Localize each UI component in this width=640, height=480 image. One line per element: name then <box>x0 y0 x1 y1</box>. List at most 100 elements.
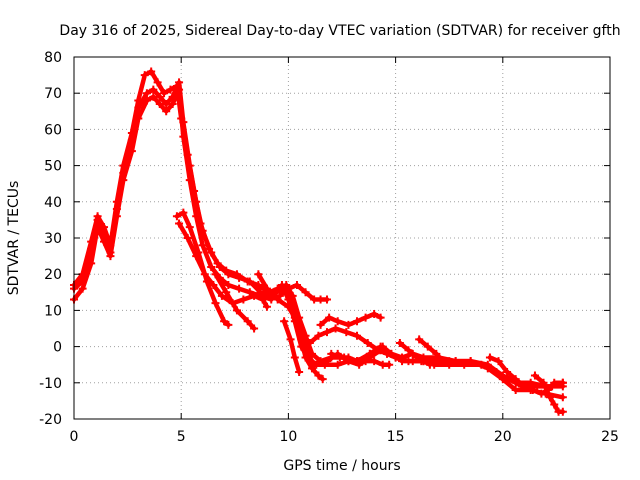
data-point-marker <box>318 375 327 384</box>
data-point-marker <box>425 360 434 369</box>
data-point-marker <box>239 295 248 304</box>
data-point-marker <box>511 386 520 395</box>
data-point-marker <box>307 364 316 373</box>
data-point-marker <box>492 367 501 376</box>
data-point-marker <box>232 306 241 315</box>
series-satellite-pass-8 <box>275 281 331 304</box>
data-point-marker <box>172 212 181 221</box>
data-point-marker <box>297 335 306 344</box>
y-tick-label: 0 <box>53 340 62 356</box>
data-point-marker <box>183 234 192 242</box>
data-point-marker <box>106 252 115 261</box>
data-point-marker <box>301 353 310 362</box>
data-point-marker <box>533 382 542 391</box>
data-point-marker <box>558 378 567 387</box>
data-point-marker <box>100 237 109 246</box>
data-point-marker <box>286 335 295 344</box>
y-tick-label: -10 <box>39 376 62 392</box>
data-point-marker <box>520 382 529 391</box>
data-point-marker <box>250 324 259 333</box>
y-tick-label: -20 <box>39 412 62 428</box>
data-point-marker <box>243 317 252 326</box>
data-point-marker <box>147 67 156 76</box>
y-tick-label: 80 <box>44 50 62 66</box>
series-line <box>71 87 566 400</box>
data-point-marker <box>361 357 370 366</box>
data-point-marker <box>87 259 96 268</box>
data-point-marker <box>325 313 334 322</box>
data-point-marker <box>391 353 400 362</box>
series-satellite-pass-1 <box>70 78 567 391</box>
data-point-marker <box>177 114 186 123</box>
y-tick-label: 50 <box>44 159 62 175</box>
data-point-marker <box>78 284 87 293</box>
data-point-marker <box>353 331 362 340</box>
tick-marks <box>73 56 611 420</box>
data-point-marker <box>539 378 548 387</box>
data-point-marker <box>168 100 177 109</box>
data-point-marker <box>383 349 392 358</box>
data-point-marker <box>273 284 282 293</box>
data-point-marker <box>374 346 383 355</box>
data-point-marker <box>344 320 353 329</box>
data-point-marker <box>190 186 199 195</box>
data-point-marker <box>361 313 370 322</box>
series-layer <box>70 67 567 416</box>
data-point-marker <box>370 310 379 319</box>
data-point-marker <box>155 100 164 109</box>
y-tick-labels: -20 -10 0 10 20 30 40 50 60 70 80 <box>39 50 62 428</box>
data-point-marker <box>335 353 344 362</box>
y-tick-label: 30 <box>44 231 62 247</box>
data-point-marker <box>149 92 158 101</box>
x-tick-label: 15 <box>387 429 405 445</box>
x-tick-label: 25 <box>601 429 619 445</box>
data-point-marker <box>494 357 503 366</box>
data-point-marker <box>333 317 342 326</box>
data-point-marker <box>172 81 181 90</box>
data-point-marker <box>503 367 512 376</box>
data-point-marker <box>550 400 559 409</box>
data-point-marker <box>166 85 175 94</box>
data-point-marker <box>477 360 486 369</box>
data-point-marker <box>342 328 351 337</box>
series-satellite-pass-10 <box>305 324 400 362</box>
data-point-marker <box>365 349 374 358</box>
data-point-marker <box>314 331 323 340</box>
series-satellite-pass-13 <box>395 338 434 369</box>
data-point-marker <box>385 360 394 369</box>
data-point-marker <box>423 342 432 351</box>
data-point-marker <box>301 331 310 340</box>
data-point-marker <box>250 291 259 300</box>
data-point-marker <box>222 288 231 297</box>
data-point-marker <box>331 324 340 333</box>
x-tick-label: 20 <box>494 429 512 445</box>
data-point-marker <box>134 96 143 105</box>
series-satellite-pass-12 <box>327 349 394 369</box>
data-point-marker <box>363 338 372 347</box>
data-point-marker <box>432 349 441 358</box>
grid-lines <box>74 57 610 419</box>
data-point-marker <box>288 291 297 300</box>
x-tick-label: 5 <box>177 429 186 445</box>
data-point-marker <box>376 313 385 322</box>
data-point-marker <box>404 346 413 355</box>
series-line <box>281 319 302 375</box>
y-tick-label: 10 <box>44 303 62 319</box>
data-point-marker <box>290 353 299 362</box>
series-line <box>307 326 398 360</box>
data-point-marker <box>254 281 263 290</box>
data-point-marker <box>353 357 362 366</box>
data-point-marker <box>211 299 220 308</box>
data-point-marker <box>179 208 188 217</box>
data-point-marker <box>196 219 205 228</box>
data-point-marker <box>333 360 342 369</box>
data-point-marker <box>284 284 293 293</box>
data-point-marker <box>119 161 128 170</box>
data-point-marker <box>142 96 151 105</box>
y-axis-title: SDTVAR / TECUs <box>6 181 22 296</box>
data-point-marker <box>200 270 209 279</box>
chart-title: Day 316 of 2025, Sidereal Day-to-day VTE… <box>59 23 620 39</box>
data-point-marker <box>235 284 244 293</box>
data-point-marker <box>445 357 454 366</box>
